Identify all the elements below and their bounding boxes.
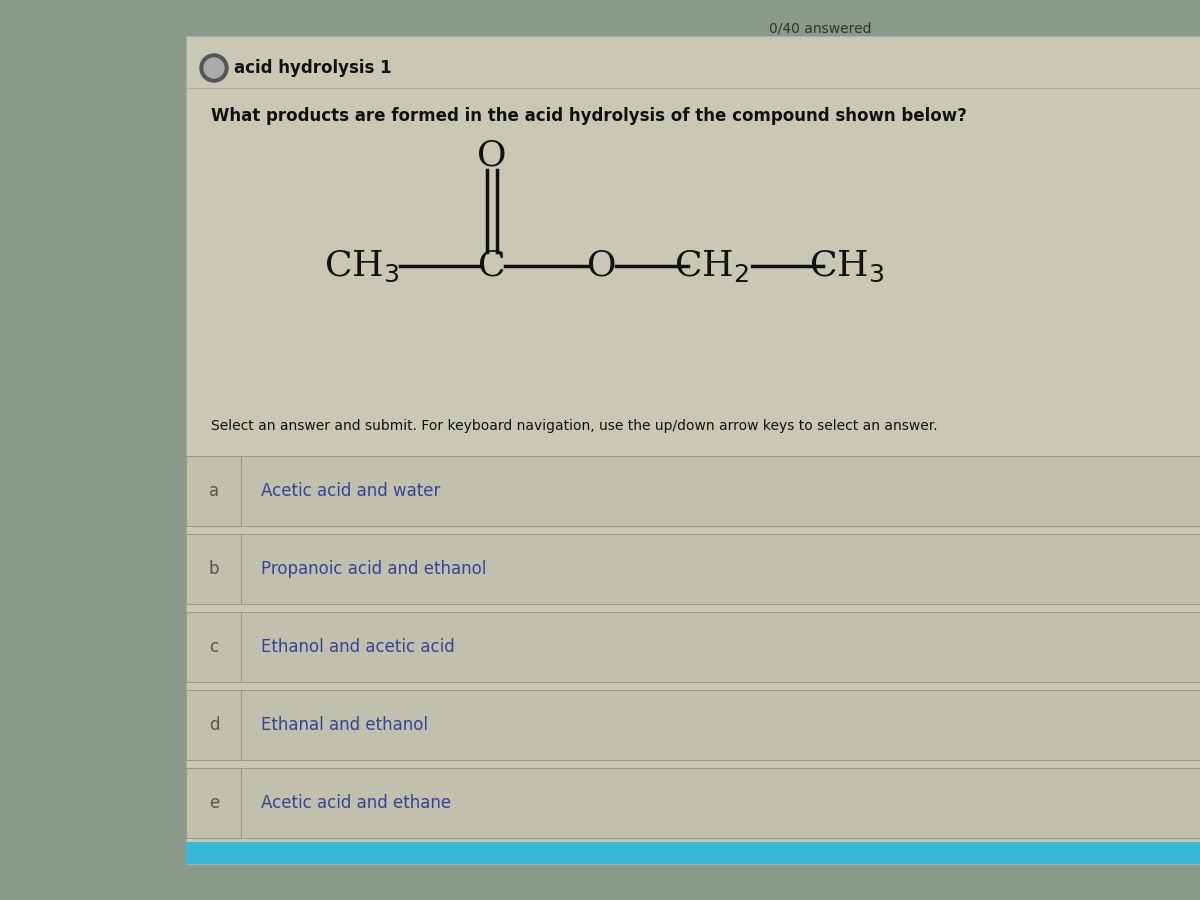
Text: CH$_3$: CH$_3$ <box>809 248 884 284</box>
Text: Select an answer and submit. For keyboard navigation, use the up/down arrow keys: Select an answer and submit. For keyboar… <box>211 419 937 433</box>
Text: 0/40 answered: 0/40 answered <box>769 21 871 35</box>
Bar <box>186 768 1200 838</box>
Bar <box>186 456 1200 526</box>
Text: CH$_2$: CH$_2$ <box>674 248 749 284</box>
Bar <box>186 690 1200 760</box>
Text: C: C <box>478 249 505 283</box>
Text: a: a <box>209 482 220 500</box>
Text: O: O <box>478 139 506 173</box>
Text: O: O <box>587 249 617 283</box>
Text: Ethanal and ethanol: Ethanal and ethanol <box>262 716 428 734</box>
Text: What products are formed in the acid hydrolysis of the compound shown below?: What products are formed in the acid hyd… <box>211 107 967 125</box>
Circle shape <box>200 54 228 82</box>
Bar <box>186 842 1200 864</box>
Text: b: b <box>209 560 220 578</box>
Text: Acetic acid and water: Acetic acid and water <box>262 482 440 500</box>
Bar <box>186 36 1200 864</box>
Text: acid hydrolysis 1: acid hydrolysis 1 <box>234 59 391 77</box>
Text: CH$_3$: CH$_3$ <box>324 248 400 284</box>
Text: Ethanol and acetic acid: Ethanol and acetic acid <box>262 638 455 656</box>
Bar <box>186 534 1200 604</box>
Circle shape <box>204 58 224 78</box>
Text: d: d <box>209 716 220 734</box>
Bar <box>186 612 1200 682</box>
Text: c: c <box>210 638 218 656</box>
Text: e: e <box>209 794 220 812</box>
Text: Acetic acid and ethane: Acetic acid and ethane <box>262 794 451 812</box>
Text: Propanoic acid and ethanol: Propanoic acid and ethanol <box>262 560 486 578</box>
